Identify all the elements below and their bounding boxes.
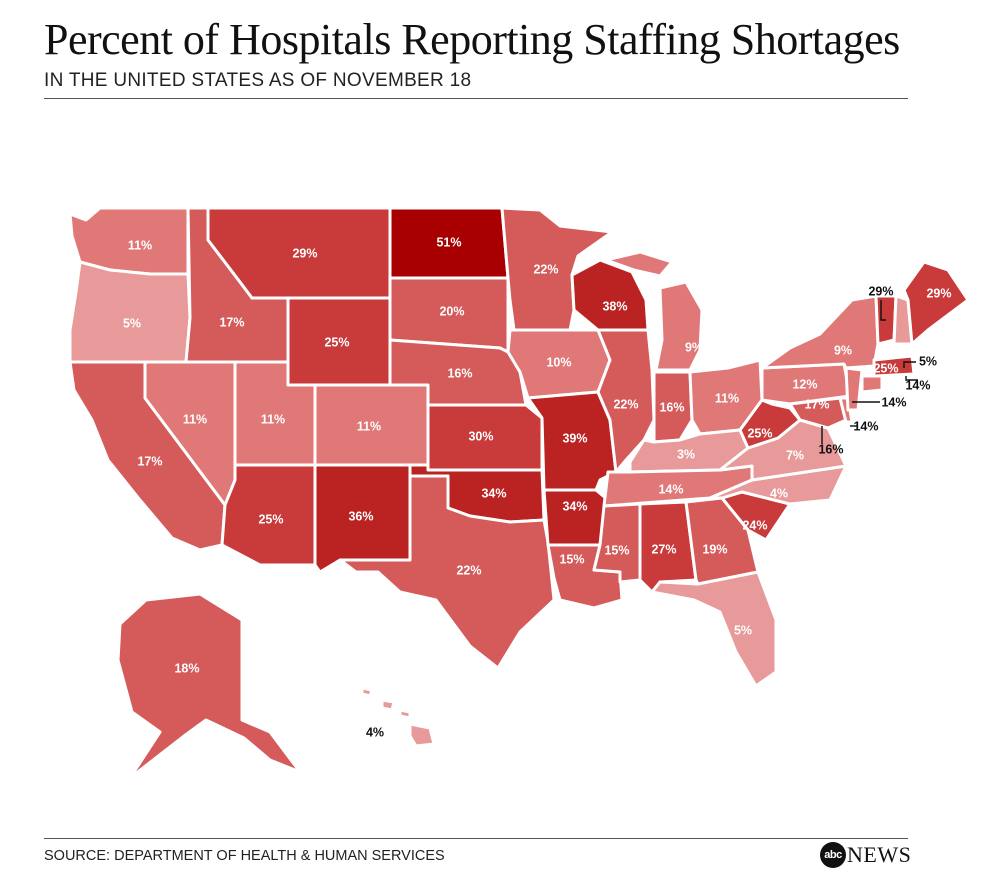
label-az: 25% [258,512,283,526]
state-mi-up [604,250,674,278]
label-ca: 17% [137,454,162,468]
label-me: 29% [926,286,951,300]
state-or [68,260,192,364]
label-ma: 25% [873,361,898,375]
label-mo: 39% [562,431,587,445]
label-dc: 16% [818,442,843,456]
label-ct: 14% [905,378,930,392]
state-me [902,260,970,346]
label-md: 17% [804,397,829,411]
state-md [788,396,848,430]
label-mn: 22% [533,262,558,276]
label-nm: 36% [348,509,373,523]
label-ut: 11% [261,412,285,426]
label-wa: 11% [128,238,152,252]
state-ma [872,354,916,378]
source-note: SOURCE: DEPARTMENT OF HEALTH & HUMAN SER… [44,848,445,864]
state-il [596,328,656,474]
header-rule [44,98,908,99]
label-tx: 22% [456,563,481,577]
leader-nh [903,361,916,368]
label-hi: 4% [366,725,384,739]
label-nj: 14% [881,395,906,409]
label-ne: 16% [447,366,472,380]
label-il: 22% [613,397,638,411]
label-va: 7% [786,448,804,462]
state-wi [570,258,650,332]
label-ia: 10% [546,355,571,369]
label-vt: 29% [868,284,893,298]
map-subtitle: IN THE UNITED STATES AS OF NOVEMBER 18 [44,70,472,91]
label-wv: 25% [747,426,772,440]
label-ak: 18% [174,661,199,675]
footer-rule [44,838,908,839]
leader-ct [905,376,918,381]
label-nh: 5% [919,354,937,368]
label-id: 17% [219,315,244,329]
label-nv: 11% [183,412,207,426]
state-ct [860,374,884,394]
state-nj [844,366,864,412]
state-hi [360,686,436,748]
label-ok: 34% [481,486,506,500]
news-wordmark: NEWS [847,842,912,867]
label-sd: 20% [439,304,464,318]
abc-news-logo: abc NEWS [820,840,911,870]
label-mt: 29% [292,246,317,260]
label-ga: 19% [702,542,727,556]
map-title: Percent of Hospitals Reporting Staffing … [44,15,900,64]
label-tn: 14% [658,482,683,496]
state-fl [650,570,778,688]
state-ny [760,294,880,370]
label-oh: 11% [715,391,739,405]
label-ky: 3% [677,447,695,461]
label-fl: 5% [734,623,752,637]
label-co: 11% [357,419,381,433]
state-ak [116,592,302,780]
label-ms: 15% [604,543,629,557]
label-al: 27% [651,542,676,556]
label-wy: 25% [324,335,349,349]
leader-vt [880,300,886,321]
state-tx [338,474,556,670]
label-mi: 9% [685,340,703,354]
state-ar [542,488,610,547]
label-pa: 12% [792,377,817,391]
label-in: 16% [659,400,684,414]
state-mi [654,280,704,372]
label-or: 5% [123,316,141,330]
label-nd: 51% [436,235,461,249]
label-ks: 30% [468,429,493,443]
label-de: 14% [853,419,878,433]
abc-logo-icon: abc [820,842,846,868]
label-wi: 38% [602,299,627,313]
label-la: 15% [559,552,584,566]
label-nc: 4% [770,486,788,500]
label-sc: 24% [742,518,767,532]
label-ar: 34% [562,499,587,513]
label-ny: 9% [834,343,852,357]
